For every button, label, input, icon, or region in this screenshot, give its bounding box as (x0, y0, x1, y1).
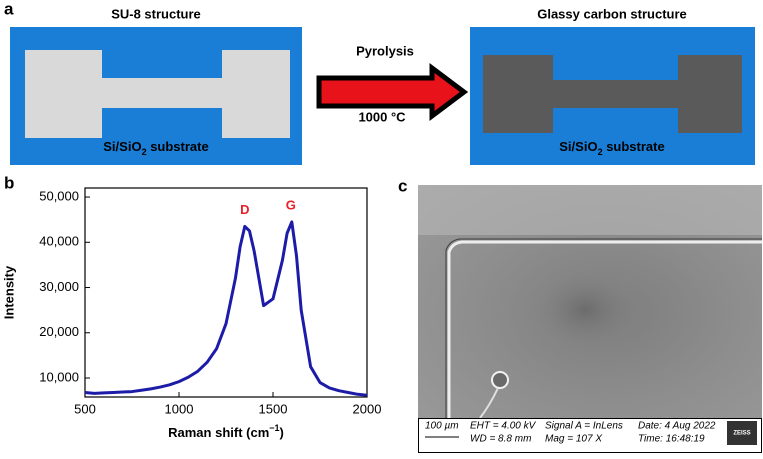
arrow-bottom-label: 1000 °C (358, 109, 406, 124)
y-tick-label: 10,000 (39, 369, 79, 384)
text-part: Si/SiO (103, 139, 141, 154)
substrate-label: Si/SiO2 substrate (103, 139, 208, 157)
text-part: 2 (598, 147, 603, 157)
text-part: 2 (142, 147, 147, 157)
info-text: EHT = 4.00 kV (470, 421, 537, 432)
plot-frame (84, 187, 368, 398)
text-part: −1 (269, 423, 279, 433)
sem-particle (491, 371, 509, 389)
substrate-label: Si/SiO2 substrate (559, 139, 664, 157)
sem-streak (479, 387, 499, 419)
text-part: substrate (147, 139, 209, 154)
right-title: Glassy carbon structure (537, 6, 687, 21)
info-text: Time: 16:48:19 (638, 434, 705, 445)
info-text: Mag = 107 X (545, 434, 602, 445)
text-part: Raman shift (cm (168, 425, 269, 440)
sem-wall (447, 240, 762, 418)
arrow (316, 63, 469, 121)
text-part: Si/SiO (559, 139, 597, 154)
plot-area: b 10,000 20,000 30,000 40,000 50,000 500 1000 15… (1, 173, 381, 440)
x-tick-label: 1000 (165, 401, 194, 416)
info-text: WD = 8.8 mm (470, 434, 531, 445)
sem-wall (445, 238, 762, 418)
info-text: Date: 4 Aug 2022 (638, 421, 716, 432)
x-axis-label: Raman shift (cm−1) (168, 423, 284, 440)
y-axis-label: Intensity (1, 265, 16, 319)
left-title: SU-8 structure (111, 6, 201, 21)
su8-structure (25, 50, 290, 138)
panel-label: a (4, 0, 14, 18)
x-tick-label: 500 (74, 401, 96, 416)
y-tick-label: 40,000 (39, 234, 79, 249)
x-tick-label: 1500 (259, 401, 288, 416)
text-part: ) (280, 425, 284, 440)
sem-spot (525, 265, 645, 355)
text-part: substrate (603, 139, 665, 154)
y-tick-label: 20,000 (39, 324, 79, 339)
x-tick-label: 2000 (353, 401, 382, 416)
info-bar (418, 418, 762, 453)
peak-label: G (286, 197, 296, 212)
peak-label: D (240, 202, 249, 217)
panel-label: b (4, 173, 14, 192)
sem-edge (418, 185, 762, 235)
info-text: Signal A = InLens (545, 421, 623, 432)
scale-label: 100 µm (425, 421, 459, 432)
y-tick-label: 30,000 (39, 279, 79, 294)
brand: ZEISS (733, 431, 750, 437)
line (84, 220, 368, 397)
carbon-structure (483, 55, 742, 133)
brand-badge (727, 421, 757, 445)
y-tick-label: 50,000 (39, 188, 79, 203)
arrow-top-label: Pyrolysis (356, 43, 414, 58)
panel-label: c (398, 176, 407, 195)
